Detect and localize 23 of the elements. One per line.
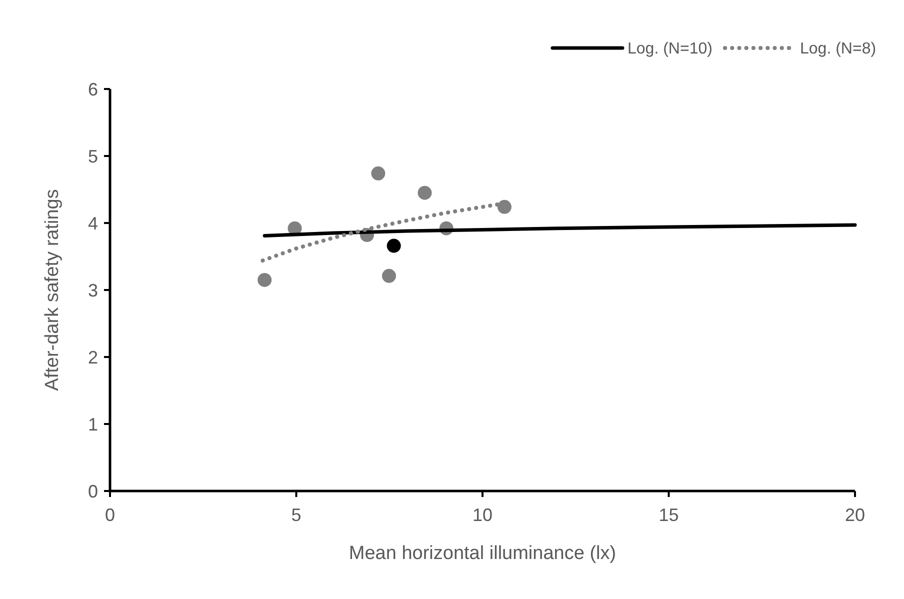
x-tick-label: 0 — [104, 505, 116, 525]
point — [258, 272, 272, 287]
legend-label: Log. (N=10) — [628, 40, 712, 58]
point — [382, 268, 396, 283]
line-series — [262, 223, 857, 238]
y-tick-label: 2 — [88, 347, 98, 368]
x-tick-label: 15 — [658, 505, 679, 525]
point — [386, 238, 401, 253]
x-axis-title: Mean horizontal illuminance (lx) — [348, 543, 616, 564]
point — [418, 186, 432, 200]
y-tick-label: 4 — [88, 213, 98, 234]
y-tick-label: 3 — [88, 280, 98, 300]
y-tick-label: 0 — [88, 481, 98, 502]
y-tick-label: 6 — [88, 79, 98, 100]
x-tick-label: 5 — [291, 505, 302, 525]
point — [497, 200, 512, 214]
point — [371, 166, 386, 180]
x-tick-label: 10 — [472, 505, 493, 525]
y-tick-label: 5 — [88, 146, 98, 166]
y-tick-label: 1 — [88, 414, 98, 434]
x-tick-label: 20 — [844, 505, 866, 525]
y-axis-title: After-dark safety ratings — [42, 189, 63, 391]
legend-label: Log. (N=8) — [800, 40, 876, 58]
